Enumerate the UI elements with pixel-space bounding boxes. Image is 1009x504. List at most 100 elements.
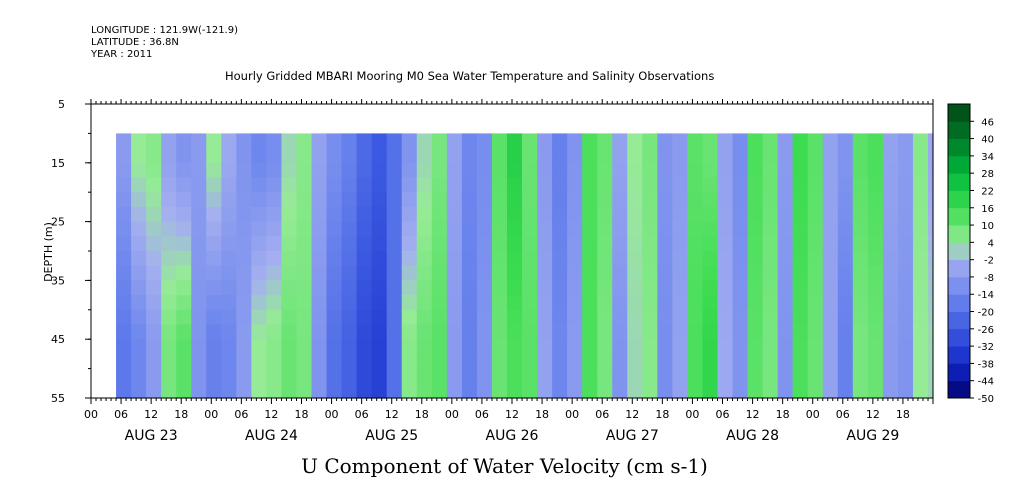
heatmap-cell <box>296 236 313 252</box>
heatmap-cell <box>582 221 598 237</box>
heatmap-cell <box>326 265 343 281</box>
heatmap-cell <box>491 339 508 355</box>
heatmap-cell <box>416 368 433 384</box>
heatmap-cell <box>431 177 448 193</box>
heatmap-cell <box>161 206 177 223</box>
heatmap-cell <box>506 368 523 384</box>
heatmap-cell <box>311 251 328 267</box>
heatmap-cell <box>476 221 493 237</box>
heatmap-cell <box>597 339 613 355</box>
heatmap-cell <box>326 295 343 311</box>
heatmap-cell <box>371 368 388 384</box>
heatmap-cell <box>296 324 313 340</box>
heatmap-cell <box>146 177 162 193</box>
heatmap-cell <box>672 265 689 281</box>
heatmap-cell <box>747 339 764 355</box>
heatmap-cell <box>777 251 794 267</box>
heatmap-cell <box>552 236 568 252</box>
heatmap-cell <box>146 162 162 179</box>
heatmap-cell <box>416 192 433 208</box>
colorbar-label: -2 <box>984 256 994 267</box>
colorbar-label: -50 <box>978 394 994 405</box>
heatmap-cell <box>281 251 298 267</box>
x-hour-label: 06 <box>475 408 489 421</box>
heatmap-cell <box>461 162 478 179</box>
heatmap-cell <box>131 206 147 223</box>
colorbar-label: -32 <box>978 342 994 353</box>
heatmap-cell <box>882 280 899 296</box>
heatmap-cell <box>672 383 689 399</box>
heatmap-cell <box>627 280 643 296</box>
heatmap-cell <box>131 368 147 384</box>
heatmap-cell <box>687 324 704 340</box>
heatmap-cell <box>371 309 388 326</box>
heatmap-cell <box>146 251 162 267</box>
heatmap-cell <box>266 295 283 311</box>
heatmap-cell <box>747 162 764 179</box>
heatmap-cell <box>552 192 568 208</box>
heatmap-cell <box>537 148 553 164</box>
heatmap-cell <box>897 368 914 384</box>
colorbar-label: 28 <box>981 169 994 180</box>
heatmap-cell <box>371 251 388 267</box>
heatmap-cell <box>491 353 508 370</box>
heatmap-cell <box>642 133 658 149</box>
heatmap-cell <box>627 133 643 149</box>
heatmap-cell <box>867 148 884 164</box>
heatmap-cell <box>221 148 237 164</box>
heatmap-cell <box>852 353 869 370</box>
heatmap-cell <box>341 280 358 296</box>
heatmap-cell <box>296 295 313 311</box>
heatmap-cell <box>822 236 839 252</box>
heatmap-cell <box>506 206 523 223</box>
heatmap-cell <box>311 265 328 281</box>
heatmap-cell <box>416 339 433 355</box>
heatmap-cell <box>251 192 268 208</box>
heatmap-cell <box>251 309 268 326</box>
colorbar-label: 46 <box>981 117 994 128</box>
heatmap-cell <box>702 236 719 252</box>
heatmap-cell <box>882 353 899 370</box>
heatmap-cell <box>191 309 207 326</box>
heatmap-cell <box>206 206 222 223</box>
heatmap-cell <box>867 324 884 340</box>
heatmap-cell <box>657 265 673 281</box>
x-hour-label: 12 <box>625 408 639 421</box>
heatmap-cell <box>867 265 884 281</box>
heatmap-cell <box>687 133 704 149</box>
heatmap-cell <box>792 280 809 296</box>
heatmap-cell <box>762 339 779 355</box>
heatmap-cell <box>446 251 463 267</box>
heatmap-cell <box>837 309 854 326</box>
heatmap-cell <box>882 192 899 208</box>
heatmap-cell <box>732 353 749 370</box>
heatmap-cell <box>326 162 343 179</box>
heatmap-cell <box>882 324 899 340</box>
heatmap-cell <box>747 353 764 370</box>
heatmap-cell <box>371 221 388 237</box>
heatmap-cell <box>176 148 192 164</box>
heatmap-cell <box>206 192 222 208</box>
heatmap-cell <box>597 206 613 223</box>
heatmap-cell <box>146 265 162 281</box>
heatmap-cell <box>792 148 809 164</box>
heatmap-cell <box>702 309 719 326</box>
heatmap-cell <box>597 133 613 149</box>
heatmap-cell <box>131 251 147 267</box>
heatmap-cell <box>176 206 192 223</box>
heatmap-cell <box>326 221 343 237</box>
heatmap-cell <box>491 177 508 193</box>
heatmap-cell <box>146 383 162 399</box>
x-hour-label: 00 <box>685 408 699 421</box>
colorbar-swatch <box>948 259 970 278</box>
heatmap-cell <box>326 206 343 223</box>
heatmap-cell <box>627 221 643 237</box>
heatmap-cell <box>897 221 914 237</box>
heatmap-cell <box>326 192 343 208</box>
heatmap-cell <box>491 368 508 384</box>
heatmap-cell <box>927 148 934 164</box>
heatmap-cell <box>762 265 779 281</box>
heatmap-cell <box>612 133 628 149</box>
heatmap-cell <box>206 309 222 326</box>
chart-title: Hourly Gridded MBARI Mooring M0 Sea Wate… <box>225 69 715 83</box>
